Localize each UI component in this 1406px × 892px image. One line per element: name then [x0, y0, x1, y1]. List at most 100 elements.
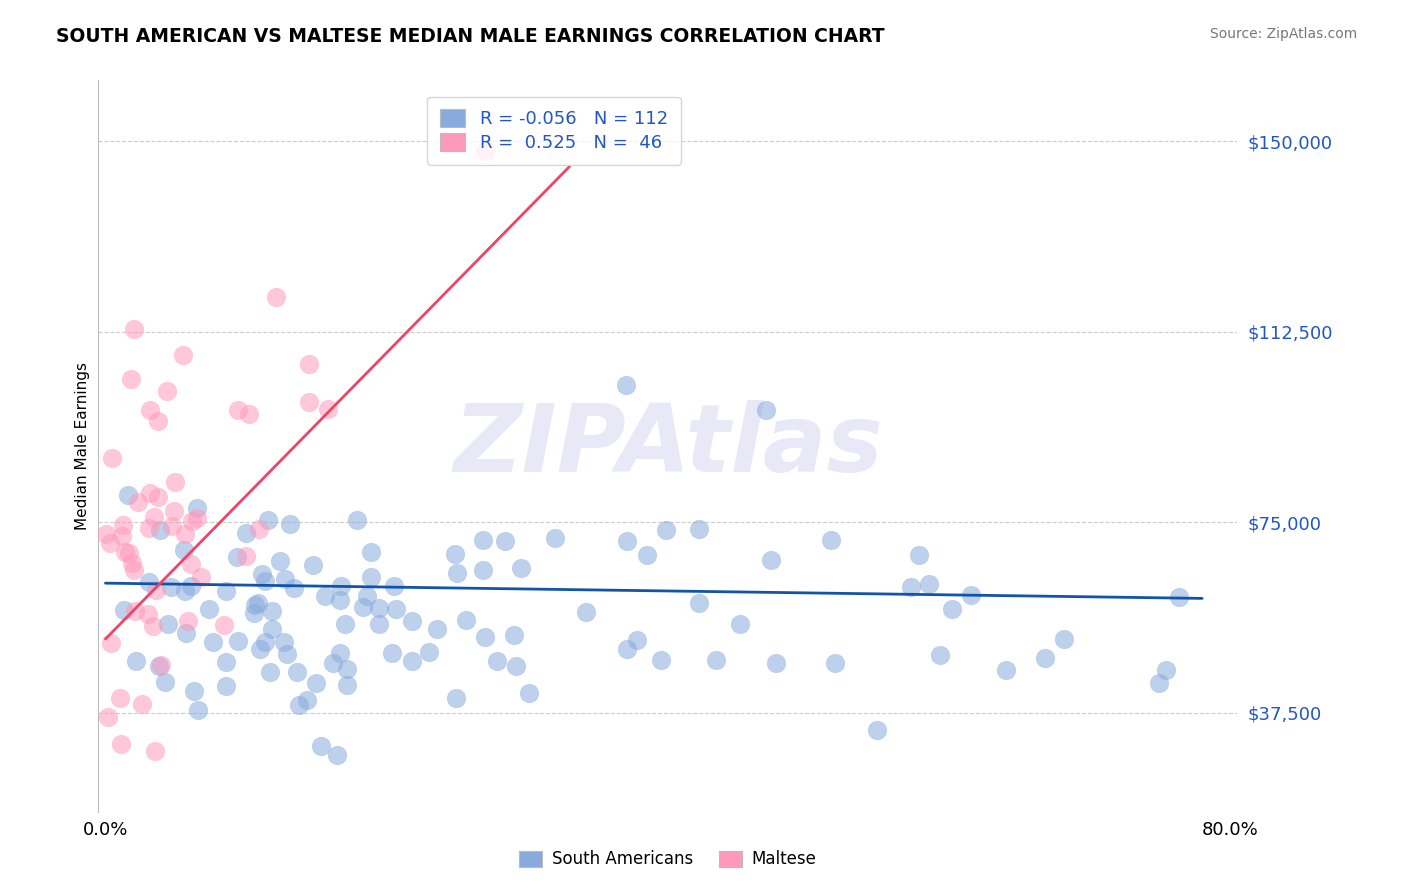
Point: [121, 556, 143, 570]
Point: [117, 546, 139, 560]
Point: [688, 596, 710, 610]
Point: [278, 517, 301, 532]
Point: [198, 602, 221, 616]
Point: [494, 533, 516, 548]
Point: [250, 567, 273, 582]
Point: [153, 674, 176, 689]
Point: [149, 658, 172, 673]
Point: [156, 384, 179, 399]
Point: [114, 544, 136, 558]
Point: [959, 588, 981, 602]
Point: [138, 575, 160, 590]
Point: [174, 625, 197, 640]
Point: [160, 519, 183, 533]
Point: [226, 550, 249, 565]
Point: [444, 548, 467, 562]
Point: [1053, 632, 1076, 646]
Point: [139, 485, 162, 500]
Point: [183, 684, 205, 698]
Point: [145, 582, 167, 597]
Point: [127, 495, 149, 509]
Point: [215, 584, 238, 599]
Point: [929, 648, 952, 663]
Point: [614, 378, 637, 392]
Point: [326, 747, 349, 762]
Point: [235, 526, 257, 541]
Point: [146, 414, 169, 428]
Point: [110, 690, 132, 705]
Point: [173, 583, 195, 598]
Point: [509, 560, 531, 574]
Point: [502, 628, 524, 642]
Point: [367, 616, 389, 631]
Point: [247, 595, 270, 609]
Point: [329, 579, 352, 593]
Point: [235, 549, 257, 564]
Point: [474, 630, 496, 644]
Point: [110, 737, 132, 751]
Point: [269, 554, 291, 568]
Point: [401, 615, 423, 629]
Point: [157, 616, 180, 631]
Point: [285, 665, 308, 680]
Point: [941, 602, 963, 616]
Y-axis label: Median Male Earnings: Median Male Earnings: [75, 362, 90, 530]
Point: [253, 574, 276, 588]
Point: [122, 322, 145, 336]
Point: [186, 511, 208, 525]
Point: [257, 513, 280, 527]
Point: [190, 570, 212, 584]
Point: [143, 509, 166, 524]
Point: [100, 636, 122, 650]
Point: [163, 504, 186, 518]
Point: [262, 604, 284, 618]
Point: [333, 617, 356, 632]
Point: [301, 558, 323, 573]
Point: [368, 601, 391, 615]
Point: [626, 632, 648, 647]
Point: [517, 686, 540, 700]
Point: [384, 602, 406, 616]
Point: [446, 566, 468, 581]
Point: [249, 522, 271, 536]
Point: [298, 357, 321, 371]
Point: [283, 581, 305, 595]
Point: [94, 527, 117, 541]
Point: [138, 607, 160, 621]
Point: [688, 522, 710, 536]
Point: [120, 372, 142, 386]
Point: [1168, 591, 1191, 605]
Point: [274, 572, 297, 586]
Point: [352, 599, 374, 614]
Text: ZIPAtlas: ZIPAtlas: [453, 400, 883, 492]
Point: [111, 529, 134, 543]
Point: [242, 606, 264, 620]
Point: [316, 402, 339, 417]
Point: [616, 642, 638, 657]
Legend: South Americans, Maltese: South Americans, Maltese: [510, 842, 825, 877]
Point: [180, 579, 202, 593]
Point: [131, 698, 153, 712]
Point: [249, 641, 271, 656]
Point: [254, 635, 277, 649]
Point: [122, 563, 145, 577]
Point: [616, 534, 638, 549]
Point: [866, 723, 889, 737]
Point: [474, 145, 496, 159]
Point: [160, 581, 183, 595]
Point: [655, 523, 678, 537]
Point: [471, 563, 494, 577]
Point: [728, 616, 751, 631]
Point: [356, 589, 378, 603]
Point: [181, 514, 204, 528]
Point: [139, 403, 162, 417]
Point: [636, 548, 658, 562]
Point: [259, 665, 281, 679]
Point: [650, 652, 672, 666]
Point: [418, 645, 440, 659]
Point: [163, 475, 186, 489]
Point: [202, 635, 225, 649]
Point: [446, 690, 468, 705]
Point: [243, 599, 266, 613]
Point: [820, 533, 842, 547]
